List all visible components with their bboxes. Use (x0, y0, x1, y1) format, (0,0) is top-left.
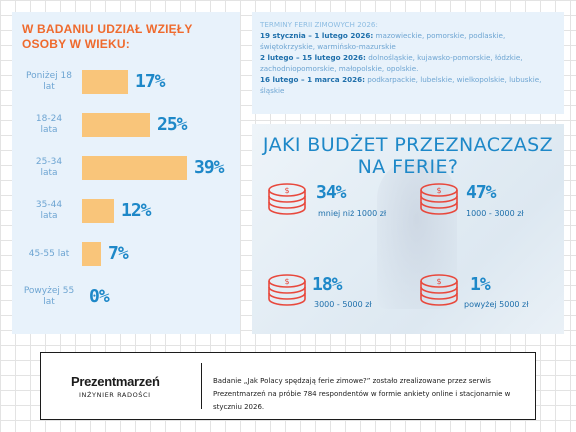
age-category-label: Powyżej 55 lat (23, 286, 75, 307)
age-bar (82, 113, 150, 137)
age-category-label: Poniżej 18 lat (26, 71, 72, 92)
coin-stack-icon: $ (420, 183, 458, 215)
budget-range: mniej niż 1000 zł (318, 209, 387, 218)
budget-percent: 1% (470, 274, 491, 295)
survey-note-line: Prezentmarzeń na próbie 784 respondentów… (213, 390, 511, 411)
age-category-label: 25-34 lata (35, 157, 63, 178)
terms-heading: TERMINY FERII ZIMOWYCH 2026: (260, 20, 378, 29)
age-bar (82, 242, 101, 266)
footer-box: Prezentmarzeń INŻYNIER RADOŚCI Badanie „… (40, 352, 536, 420)
coin-stack-icon: $ (268, 274, 306, 306)
age-chart-title: W BADANIU UDZIAŁ WZIĘŁY OSOBY W WIEKU: (22, 22, 193, 51)
budget-range: 3000 - 5000 zł (314, 300, 372, 309)
budget-percent: 47% (466, 182, 496, 203)
age-bar (82, 199, 114, 223)
svg-text:$: $ (436, 277, 441, 286)
holiday-terms-panel: TERMINY FERII ZIMOWYCH 2026: 19 stycznia… (252, 12, 564, 114)
age-bar (82, 70, 128, 94)
terms-regions: mazowieckie, pomorskie, podlaskie, święt… (260, 31, 506, 51)
terms-row: 19 stycznia – 1 lutego 2026: mazowieckie… (260, 30, 556, 52)
terms-row: 16 lutego – 1 marca 2026: podkarpackie, … (260, 74, 556, 96)
age-category-label: 35-44 lata (35, 200, 63, 221)
svg-text:$: $ (436, 186, 441, 195)
svg-text:$: $ (284, 186, 289, 195)
budget-panel: JAKI BUDŻET PRZEZNACZASZ NA FERIE? $ 34%… (252, 124, 564, 334)
footer-divider (201, 363, 202, 409)
brand-logo: Prezentmarzeń (71, 374, 160, 389)
age-category-label: 18-24 lata (35, 114, 63, 135)
age-bar-value-label: 0% (89, 286, 110, 307)
terms-regions: podkarpackie, lubelskie, wielkopolskie, … (260, 75, 542, 95)
age-bar-value-label: 39% (194, 157, 224, 178)
age-category-label: 45-55 lat (28, 249, 70, 259)
age-bar-value-label: 12% (121, 200, 151, 221)
budget-percent: 34% (316, 182, 346, 203)
terms-row: 2 lutego – 15 lutego 2026: dolnośląskie,… (260, 52, 556, 74)
budget-percent: 18% (312, 274, 342, 295)
age-bar-value-label: 17% (135, 71, 165, 92)
terms-date: 2 lutego – 15 lutego 2026: (260, 53, 366, 62)
brand-tagline: INŻYNIER RADOŚCI (79, 391, 151, 399)
terms-regions: dolnośląskie, kujawsko-pomorskie, łódzki… (260, 53, 523, 73)
svg-text:$: $ (284, 277, 289, 286)
age-chart-panel: W BADANIU UDZIAŁ WZIĘŁY OSOBY W WIEKU: P… (12, 12, 240, 334)
age-bar-value-label: 7% (108, 243, 129, 264)
coin-stack-icon: $ (268, 183, 306, 215)
age-bar (82, 156, 187, 180)
terms-date: 16 lutego – 1 marca 2026: (260, 75, 365, 84)
terms-date: 19 stycznia – 1 lutego 2026: (260, 31, 374, 40)
coin-stack-icon: $ (420, 274, 458, 306)
survey-note-line: Badanie „Jak Polacy spędzają ferie zimow… (213, 377, 491, 385)
budget-title: JAKI BUDŻET PRZEZNACZASZ NA FERIE? (262, 134, 554, 178)
budget-range: 1000 - 3000 zł (466, 209, 524, 218)
age-bar-value-label: 25% (157, 114, 187, 135)
budget-range: powyżej 5000 zł (464, 300, 529, 309)
survey-note: Badanie „Jak Polacy spędzają ferie zimow… (213, 375, 531, 414)
